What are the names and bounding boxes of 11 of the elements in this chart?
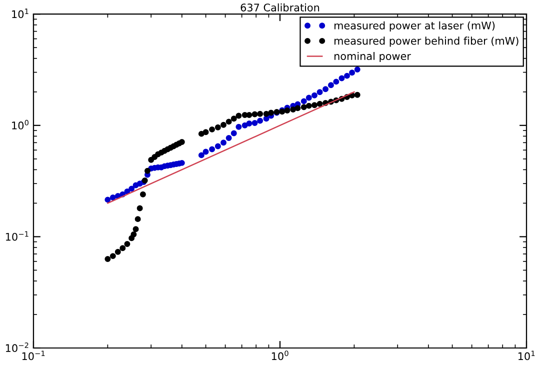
y-tick-label: 10$^{−1}$ bbox=[6, 231, 28, 241]
y-tick-label: 10$^{−2}$ bbox=[6, 342, 28, 352]
legend-label: measured power at laser (mW) bbox=[334, 21, 495, 32]
x-tick-label: 10$^{1}$ bbox=[518, 350, 535, 360]
y-tick-label: 10$^{1}$ bbox=[12, 8, 28, 18]
x-tick-label: 10$^{0}$ bbox=[272, 350, 288, 360]
x-tick-label: 10$^{−1}$ bbox=[22, 350, 45, 360]
legend-label: measured power behind fiber (mW) bbox=[334, 36, 518, 47]
legend-label: nominal power bbox=[334, 52, 411, 62]
y-tick-label: 10$^{0}$ bbox=[12, 120, 28, 130]
chart-title: 637 Calibration bbox=[240, 3, 320, 12]
